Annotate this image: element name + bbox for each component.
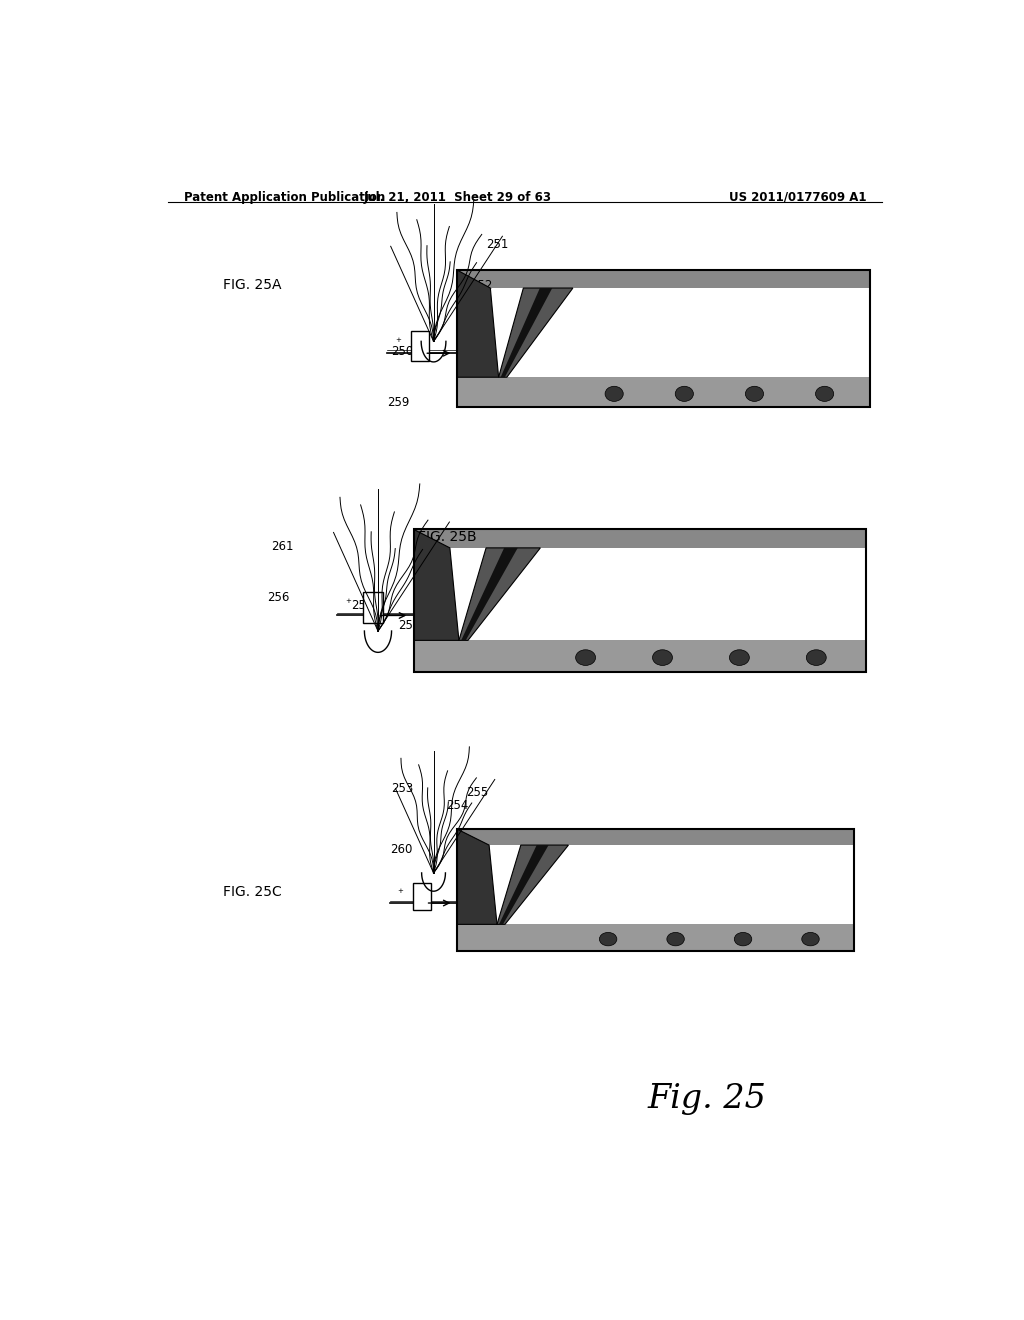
- Bar: [413, 883, 430, 909]
- Polygon shape: [499, 845, 549, 924]
- Bar: [414, 529, 866, 672]
- Text: FIG. 25A: FIG. 25A: [223, 279, 282, 293]
- Text: 251: 251: [485, 239, 508, 251]
- Text: 256: 256: [267, 591, 290, 605]
- Text: +: +: [397, 888, 403, 894]
- Polygon shape: [497, 845, 568, 924]
- Bar: [458, 829, 854, 952]
- Ellipse shape: [575, 649, 596, 665]
- Bar: [414, 529, 866, 672]
- Bar: [458, 924, 854, 952]
- Polygon shape: [499, 288, 572, 378]
- Ellipse shape: [734, 932, 752, 946]
- Bar: [411, 330, 429, 360]
- Ellipse shape: [667, 932, 684, 946]
- Polygon shape: [461, 548, 518, 640]
- Polygon shape: [414, 529, 459, 672]
- Text: US 2011/0177609 A1: US 2011/0177609 A1: [728, 190, 866, 203]
- Polygon shape: [458, 271, 499, 408]
- Bar: [362, 591, 383, 623]
- Text: 253: 253: [391, 781, 413, 795]
- Text: +: +: [346, 598, 351, 605]
- Text: 255: 255: [466, 787, 488, 799]
- Text: Patent Application Publication: Patent Application Publication: [183, 190, 385, 203]
- Bar: [458, 271, 870, 288]
- Bar: [414, 529, 866, 548]
- Text: 259: 259: [387, 396, 409, 409]
- Text: 254: 254: [446, 800, 469, 812]
- Ellipse shape: [675, 387, 693, 401]
- Text: +: +: [395, 337, 400, 343]
- Bar: [414, 640, 866, 672]
- Text: Jul. 21, 2011  Sheet 29 of 63: Jul. 21, 2011 Sheet 29 of 63: [364, 190, 551, 203]
- Bar: [458, 378, 870, 408]
- Text: 258: 258: [398, 619, 421, 632]
- Text: 260: 260: [390, 843, 413, 857]
- Text: Fig. 25: Fig. 25: [648, 1082, 767, 1114]
- Ellipse shape: [802, 932, 819, 946]
- Bar: [458, 829, 854, 952]
- Text: 250: 250: [391, 345, 413, 358]
- Bar: [458, 271, 870, 408]
- Ellipse shape: [652, 649, 673, 665]
- Polygon shape: [459, 548, 541, 640]
- Text: 252: 252: [470, 279, 493, 292]
- Bar: [458, 271, 870, 408]
- Ellipse shape: [815, 387, 834, 401]
- Ellipse shape: [605, 387, 624, 401]
- Text: FIG. 25C: FIG. 25C: [223, 886, 282, 899]
- Polygon shape: [458, 829, 497, 952]
- Ellipse shape: [599, 932, 616, 946]
- Ellipse shape: [745, 387, 764, 401]
- Ellipse shape: [806, 649, 826, 665]
- Ellipse shape: [729, 649, 750, 665]
- Text: 257: 257: [351, 599, 374, 612]
- Polygon shape: [501, 288, 552, 378]
- Bar: [458, 829, 854, 845]
- Text: FIG. 25B: FIG. 25B: [418, 529, 476, 544]
- Text: 261: 261: [271, 540, 294, 553]
